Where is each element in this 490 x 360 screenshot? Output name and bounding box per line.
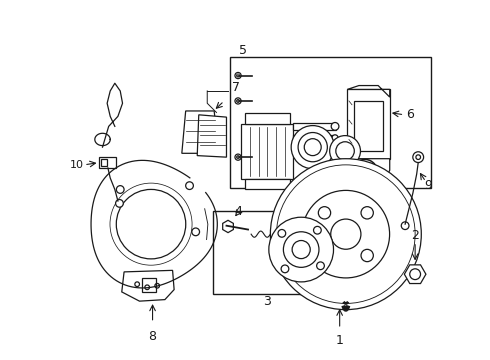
- Circle shape: [281, 265, 289, 273]
- Circle shape: [413, 152, 423, 163]
- Circle shape: [235, 72, 241, 78]
- Bar: [241, 124, 294, 180]
- Circle shape: [330, 136, 361, 166]
- Bar: [142, 278, 156, 292]
- Text: 4: 4: [234, 204, 242, 217]
- Circle shape: [304, 139, 321, 156]
- Text: 5: 5: [240, 44, 247, 57]
- Circle shape: [269, 217, 334, 282]
- Polygon shape: [347, 159, 390, 182]
- Circle shape: [317, 262, 324, 270]
- Circle shape: [416, 155, 420, 159]
- Bar: [294, 135, 336, 141]
- Circle shape: [116, 199, 123, 207]
- Text: 10: 10: [70, 160, 83, 170]
- Bar: [347, 89, 390, 159]
- Circle shape: [331, 219, 361, 249]
- Circle shape: [235, 154, 241, 160]
- Bar: [101, 159, 107, 166]
- Circle shape: [270, 159, 421, 310]
- Circle shape: [302, 190, 390, 278]
- Circle shape: [361, 207, 373, 219]
- Circle shape: [291, 126, 334, 169]
- Polygon shape: [182, 111, 219, 153]
- Circle shape: [237, 74, 240, 77]
- Circle shape: [401, 222, 409, 230]
- Text: 9: 9: [424, 179, 432, 192]
- Text: 7: 7: [232, 81, 240, 94]
- Text: 1: 1: [336, 334, 343, 347]
- Polygon shape: [122, 270, 174, 301]
- Circle shape: [283, 232, 319, 267]
- Circle shape: [237, 99, 240, 103]
- Circle shape: [278, 229, 286, 237]
- Text: 3: 3: [263, 294, 271, 308]
- Circle shape: [318, 249, 331, 262]
- Bar: [245, 180, 290, 189]
- Circle shape: [235, 98, 241, 104]
- Bar: [294, 122, 336, 130]
- Circle shape: [318, 207, 331, 219]
- Text: 2: 2: [411, 229, 419, 242]
- Circle shape: [410, 269, 420, 280]
- Circle shape: [331, 122, 339, 130]
- Circle shape: [292, 240, 310, 258]
- Circle shape: [361, 249, 373, 262]
- Circle shape: [314, 226, 321, 234]
- Polygon shape: [347, 86, 390, 97]
- Circle shape: [336, 142, 354, 160]
- Circle shape: [298, 132, 327, 162]
- Bar: [245, 113, 290, 124]
- Circle shape: [237, 156, 240, 159]
- Text: 6: 6: [407, 108, 415, 121]
- Bar: [99, 157, 117, 168]
- Bar: [214, 211, 321, 294]
- Bar: [230, 57, 431, 188]
- Circle shape: [332, 135, 338, 141]
- Text: 8: 8: [148, 330, 157, 343]
- Polygon shape: [197, 115, 226, 157]
- Bar: [354, 101, 383, 151]
